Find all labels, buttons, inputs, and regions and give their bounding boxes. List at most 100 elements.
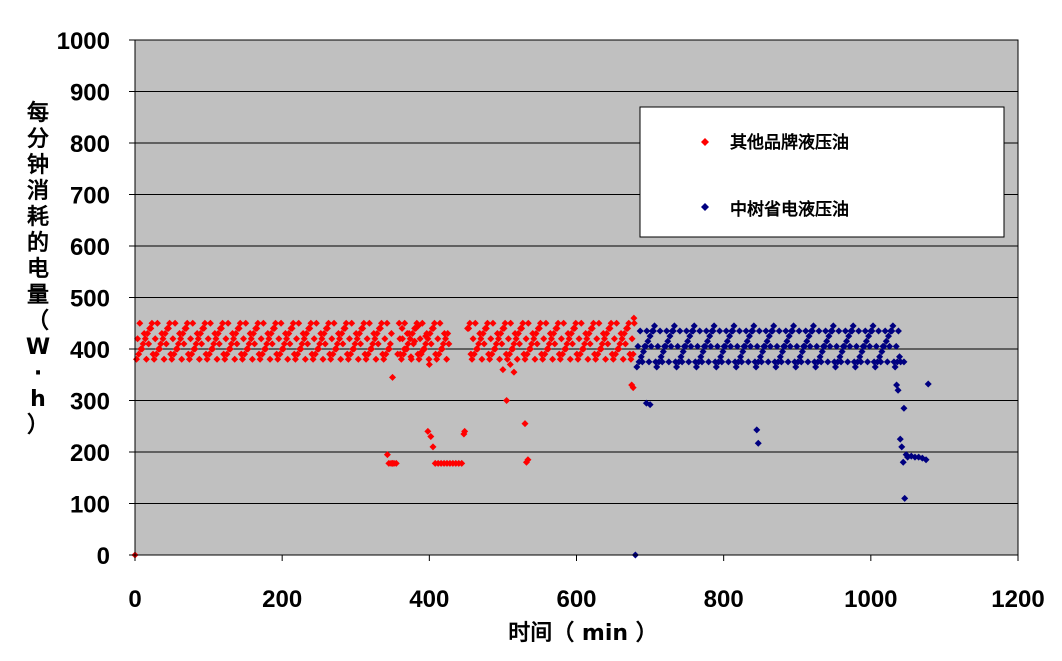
data-point-series-1 — [496, 355, 504, 363]
data-point-series-1 — [479, 330, 487, 338]
data-point-series-1 — [276, 350, 284, 358]
data-point-series-1 — [503, 397, 511, 404]
data-point-series-2 — [803, 337, 811, 345]
data-point-series-1 — [381, 335, 389, 343]
data-point-series-2 — [869, 322, 877, 330]
data-point-series-1 — [500, 324, 508, 332]
legend-label-series-1: 其他品牌液压油 — [730, 132, 849, 153]
data-point-series-1 — [620, 330, 628, 338]
data-point-series-1 — [579, 345, 587, 353]
data-point-series-1 — [528, 340, 536, 348]
data-point-series-1 — [318, 335, 326, 343]
data-point-series-2 — [727, 342, 735, 350]
data-point-series-1 — [427, 433, 435, 441]
data-point-series-2 — [865, 332, 873, 340]
data-point-series-2 — [835, 327, 843, 335]
data-point-series-1 — [630, 314, 638, 322]
data-point-series-1 — [259, 319, 267, 327]
data-point-series-2 — [638, 358, 646, 366]
data-point-series-1 — [480, 340, 488, 348]
data-point-series-1 — [285, 330, 293, 338]
data-points — [131, 314, 932, 559]
data-point-series-1 — [159, 335, 167, 343]
data-point-series-1 — [316, 340, 324, 348]
data-point-series-1 — [141, 335, 149, 343]
data-point-series-2 — [784, 358, 792, 366]
data-point-series-2 — [896, 435, 904, 443]
data-point-series-1 — [497, 330, 505, 338]
data-point-series-1 — [272, 319, 280, 327]
data-point-series-2 — [901, 494, 909, 502]
data-point-series-2 — [828, 327, 836, 335]
data-point-series-1 — [147, 324, 155, 332]
data-point-series-2 — [862, 337, 870, 345]
data-point-series-2 — [750, 322, 758, 330]
data-point-series-1 — [434, 335, 442, 343]
data-point-series-2 — [743, 337, 751, 345]
data-point-series-1 — [180, 340, 188, 348]
data-point-series-2 — [858, 348, 866, 356]
data-point-series-2 — [772, 363, 780, 371]
data-point-series-2 — [686, 332, 694, 340]
data-point-series-2 — [875, 327, 883, 335]
data-point-series-1 — [291, 355, 299, 363]
data-point-series-1 — [380, 355, 388, 363]
data-point-series-1 — [395, 319, 403, 327]
data-point-series-1 — [519, 319, 527, 327]
data-point-series-1 — [249, 330, 257, 338]
data-point-series-2 — [722, 327, 730, 335]
data-point-series-2 — [816, 353, 824, 361]
data-point-series-1 — [321, 340, 329, 348]
data-point-series-2 — [732, 363, 740, 371]
data-point-series-2 — [817, 358, 825, 366]
data-point-series-2 — [659, 348, 667, 356]
data-point-series-1 — [532, 330, 540, 338]
data-point-series-1 — [429, 443, 437, 451]
data-point-series-1 — [382, 350, 390, 358]
y-tick-label: 800 — [70, 131, 110, 158]
data-point-series-2 — [922, 456, 930, 464]
data-point-series-1 — [376, 324, 384, 332]
legend: 其他品牌液压油 中树省电液压油 — [639, 106, 1005, 238]
data-point-series-2 — [829, 322, 837, 330]
data-point-series-2 — [779, 348, 787, 356]
data-point-series-1 — [355, 330, 363, 338]
data-point-series-1 — [549, 355, 557, 363]
x-tick-label: 1000 — [844, 586, 897, 613]
data-point-series-1 — [371, 335, 379, 343]
data-point-series-1 — [345, 335, 353, 343]
data-point-series-1 — [403, 330, 411, 338]
data-point-series-1 — [540, 335, 548, 343]
data-point-series-2 — [677, 353, 685, 361]
data-point-series-2 — [824, 358, 832, 366]
data-point-series-1 — [411, 337, 419, 345]
data-point-series-1 — [509, 345, 517, 353]
data-point-series-1 — [241, 350, 249, 358]
data-point-series-1 — [365, 319, 373, 327]
data-point-series-1 — [135, 350, 143, 358]
data-point-series-2 — [650, 322, 658, 330]
data-point-series-1 — [461, 427, 469, 435]
data-point-series-2 — [797, 358, 805, 366]
data-point-series-1 — [598, 340, 606, 348]
data-point-series-1 — [574, 355, 582, 363]
data-point-series-1 — [134, 335, 142, 343]
data-point-series-1 — [510, 368, 518, 376]
data-point-series-2 — [702, 327, 710, 335]
data-point-series-2 — [692, 363, 700, 371]
data-point-series-2 — [733, 342, 741, 350]
data-point-series-2 — [726, 332, 734, 340]
data-point-series-1 — [488, 350, 496, 358]
data-point-series-2 — [713, 342, 721, 350]
data-point-series-2 — [788, 327, 796, 335]
data-point-series-1 — [560, 319, 568, 327]
data-point-series-1 — [583, 335, 591, 343]
data-point-series-2 — [739, 348, 747, 356]
data-point-series-2 — [843, 337, 851, 345]
data-point-series-1 — [244, 345, 252, 353]
data-point-series-1 — [433, 355, 441, 363]
data-point-series-1 — [553, 324, 561, 332]
data-point-series-1 — [295, 319, 303, 327]
data-point-series-1 — [436, 319, 444, 327]
data-point-series-2 — [670, 322, 678, 330]
